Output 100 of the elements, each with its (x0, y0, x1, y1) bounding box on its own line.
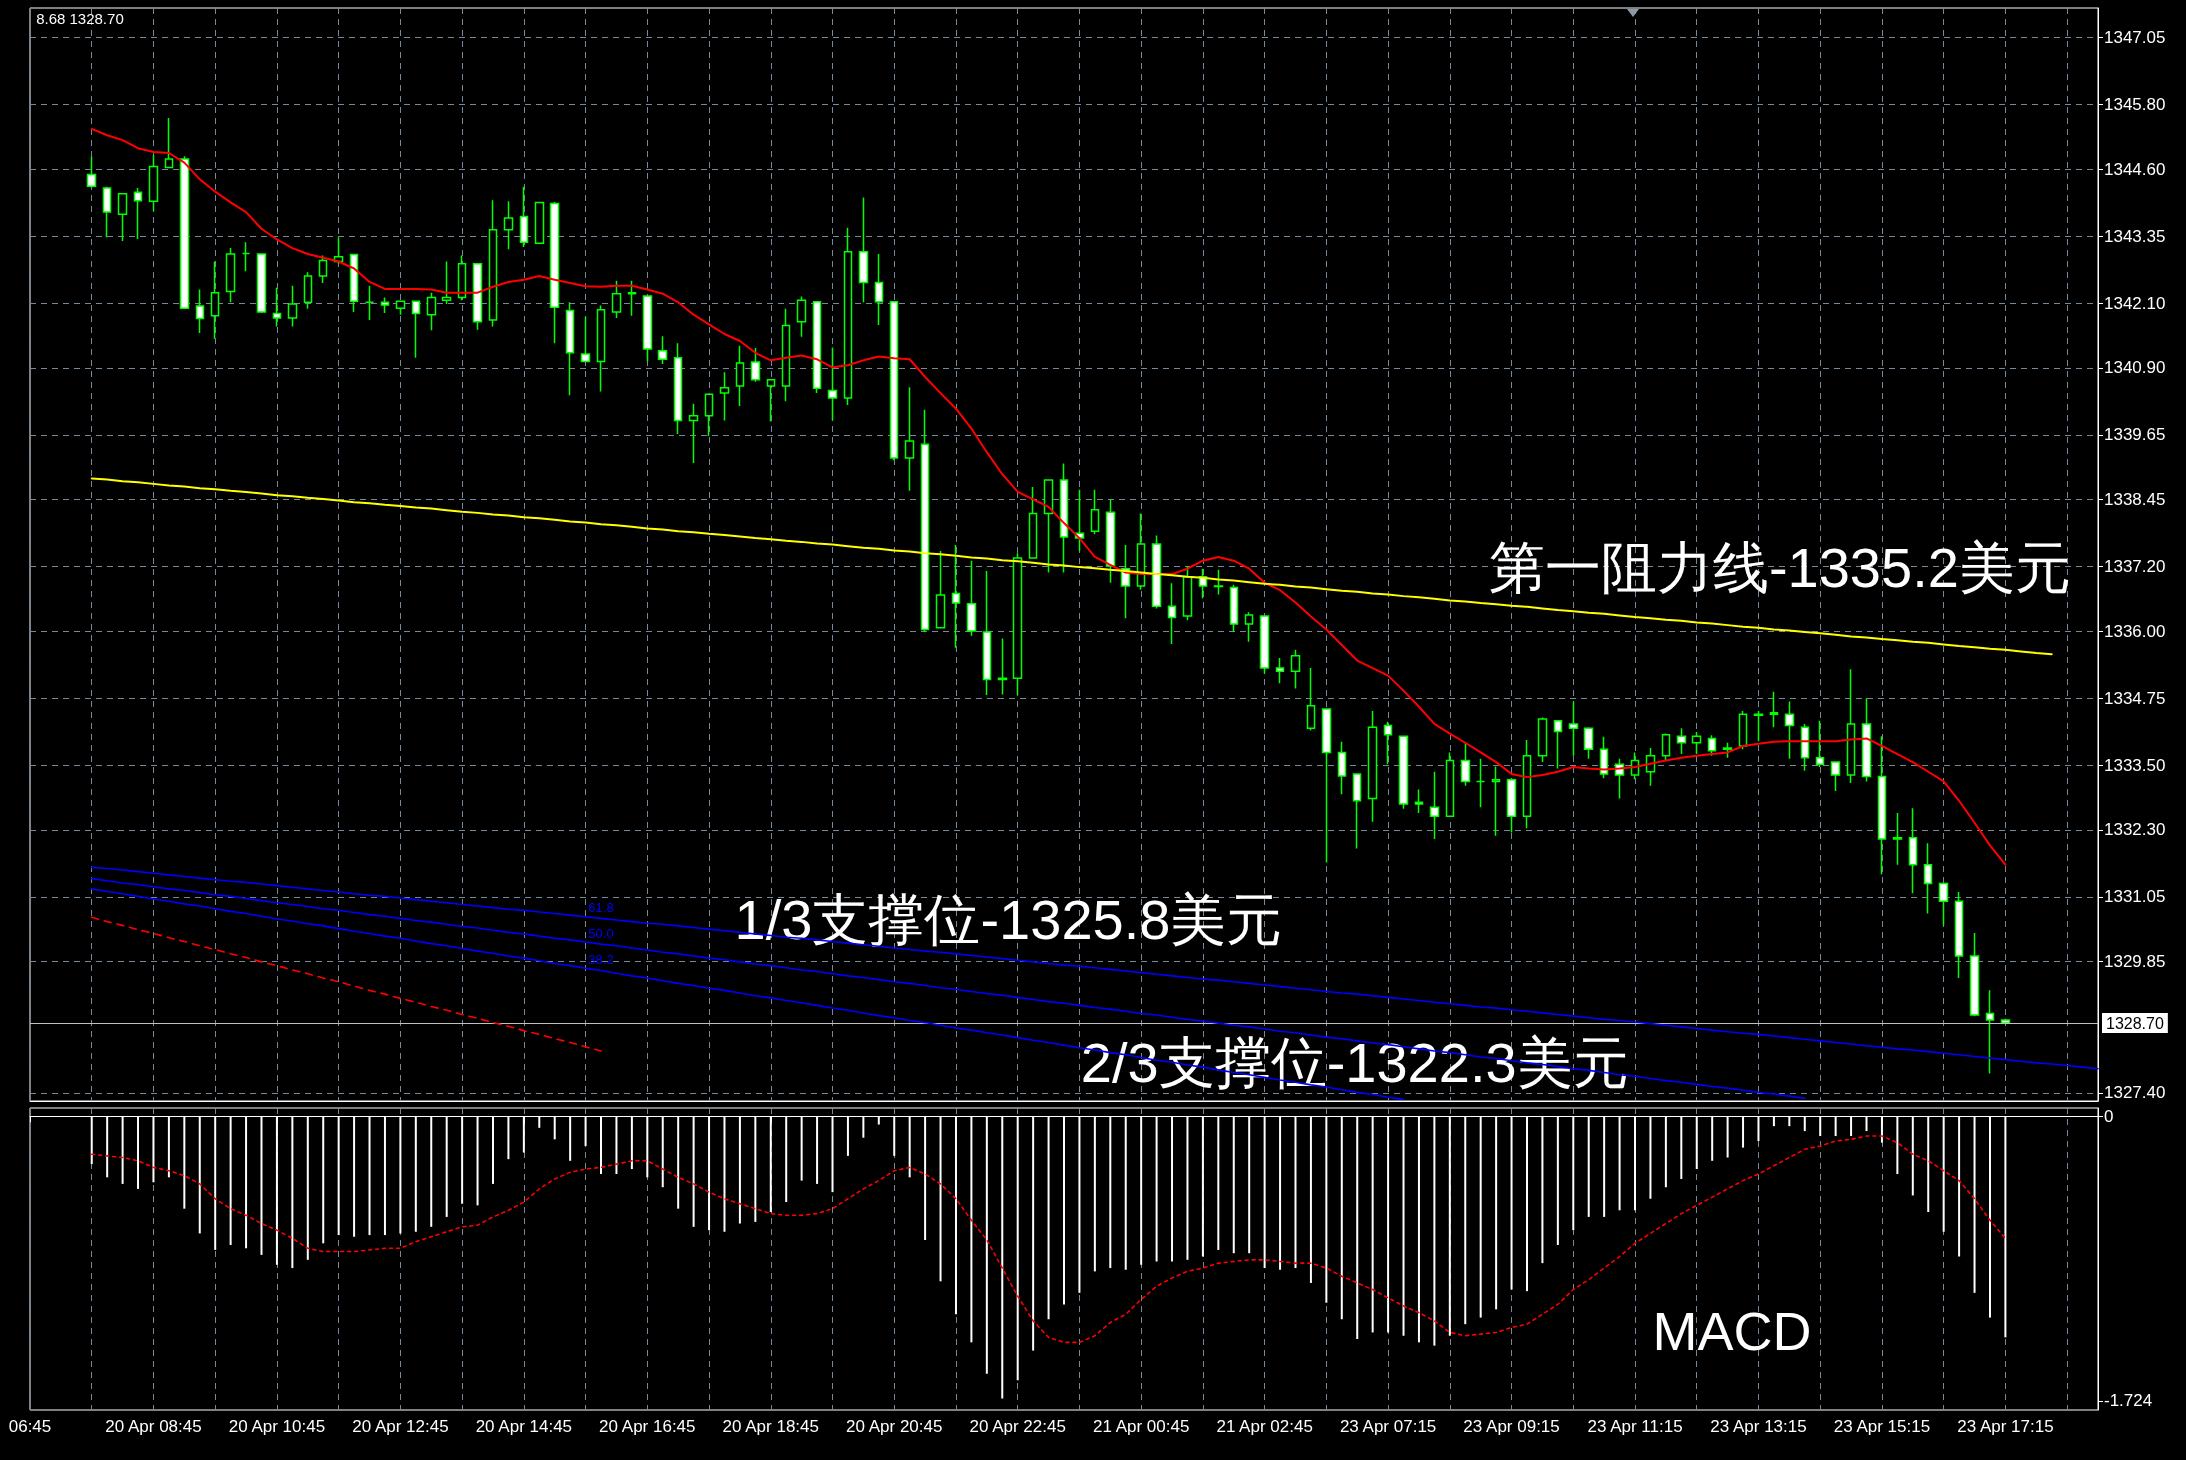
y-tick-label: 1337.20 (2104, 557, 2166, 577)
candlestick (766, 378, 776, 423)
candlestick (580, 316, 591, 363)
candlestick (426, 291, 437, 332)
candlestick (102, 186, 112, 239)
candlestick (1275, 657, 1285, 684)
y-tick-label: 1333.50 (2104, 755, 2166, 775)
candlestick (1583, 726, 1594, 760)
y-tick-label: 0 (2104, 1106, 2114, 1126)
annotation: 8.68 1328.70 (36, 10, 124, 28)
candlestick (1522, 739, 1532, 829)
candlestick (287, 284, 298, 328)
series-label: 38.2 (588, 951, 614, 967)
candlestick (827, 346, 838, 422)
y-tick-label: 1336.00 (2104, 621, 2166, 641)
annotation: 第一阻力线-1335.2美元 (1488, 536, 2071, 600)
candlestick (1985, 989, 1995, 1075)
candlestick (1753, 710, 1764, 742)
candlestick (1938, 882, 1949, 927)
candlestick (1784, 700, 1795, 760)
y-tick-label: 1331.05 (2104, 887, 2166, 907)
candlestick (688, 403, 699, 464)
y-tick-label: -1.724 (2104, 1391, 2153, 1411)
candlestick (164, 117, 174, 169)
annotation: MACD (1652, 1300, 1812, 1361)
candlestick (411, 300, 421, 359)
candlestick (534, 201, 545, 246)
line-series (90, 877, 1806, 1100)
candlestick (750, 347, 761, 383)
y-tick-label: 1338.45 (2104, 489, 2166, 509)
candlestick (1290, 649, 1301, 690)
candlestick (1815, 719, 1825, 768)
candlestick (179, 155, 190, 310)
candlestick (1445, 751, 1455, 818)
series-label: 50.0 (588, 925, 614, 941)
x-tick-label: 23 Apr 11:15 (1587, 1417, 1683, 1436)
candlestick (1707, 734, 1717, 757)
candlestick (796, 295, 807, 338)
candlestick (1969, 932, 1980, 1017)
x-tick-label: 23 Apr 09:15 (1463, 1417, 1560, 1436)
y-tick-label: 1345.80 (2104, 95, 2166, 115)
candlestick (904, 386, 915, 492)
candlestick (133, 187, 143, 240)
candlestick (1059, 462, 1069, 574)
x-tick-label: 20 Apr 12:45 (352, 1417, 449, 1436)
y-tick-label: 1327.40 (2104, 1083, 2166, 1103)
candlestick (272, 287, 282, 328)
candlestick (1213, 569, 1224, 596)
x-tick-label: 20 Apr 08:45 (105, 1417, 202, 1436)
y-tick-label: 1339.65 (2104, 425, 2166, 445)
candlestick (673, 342, 683, 435)
candlestick (889, 301, 899, 461)
candlestick (1537, 716, 1548, 763)
y-tick-label: 1347.05 (2104, 28, 2166, 48)
candlestick (1645, 747, 1656, 787)
candlestick (1090, 489, 1100, 536)
candlestick (920, 409, 930, 633)
candlestick (503, 200, 514, 250)
candlestick (642, 295, 653, 363)
candlestick (704, 393, 714, 437)
x-tick-label: 23 Apr 13:15 (1710, 1417, 1807, 1436)
candlestick (1475, 758, 1486, 808)
candlestick (781, 308, 791, 402)
y-tick-label: 1332.30 (2104, 820, 2166, 840)
candlestick (1908, 807, 1918, 894)
x-tick-label: 23 Apr 17:15 (1957, 1417, 2054, 1436)
candlestick (1367, 710, 1378, 823)
candlestick (1506, 777, 1517, 834)
x-tick-label: 20 Apr 14:45 (475, 1417, 573, 1436)
y-tick-label: 1340.90 (2104, 358, 2166, 378)
candlestick (1429, 771, 1440, 840)
candlestick (1676, 727, 1687, 755)
candlestick (1321, 708, 1332, 864)
candlestick (719, 371, 730, 422)
candlestick (1074, 489, 1085, 552)
candlestick (519, 186, 529, 248)
candlestick (565, 301, 575, 396)
x-tick-label: 21 Apr 00:45 (1092, 1417, 1190, 1436)
x-tick-label: 06:45 (8, 1417, 52, 1436)
x-tick-label: 23 Apr 15:15 (1833, 1417, 1931, 1436)
candlestick (349, 253, 359, 313)
candlestick (1460, 742, 1471, 787)
candlestick (318, 254, 328, 284)
candlestick (1800, 723, 1810, 772)
candlestick (951, 544, 961, 649)
annotation: 1/3支撑位-1325.8美元 (734, 888, 1283, 952)
x-tick-label: 23 Apr 07:15 (1339, 1417, 1437, 1436)
candlestick (1661, 732, 1671, 762)
candlestick (1861, 697, 1872, 783)
candlestick (1691, 731, 1702, 755)
candlestick (735, 345, 745, 407)
candlestick (1923, 842, 1933, 915)
candlestick (1892, 812, 1903, 866)
candlestick (1306, 667, 1316, 732)
candlestick (1028, 486, 1038, 559)
candlestick (1105, 498, 1116, 584)
candlestick (1167, 582, 1177, 645)
candlestick (241, 241, 251, 272)
candlestick (843, 226, 853, 406)
candlestick (982, 570, 992, 696)
